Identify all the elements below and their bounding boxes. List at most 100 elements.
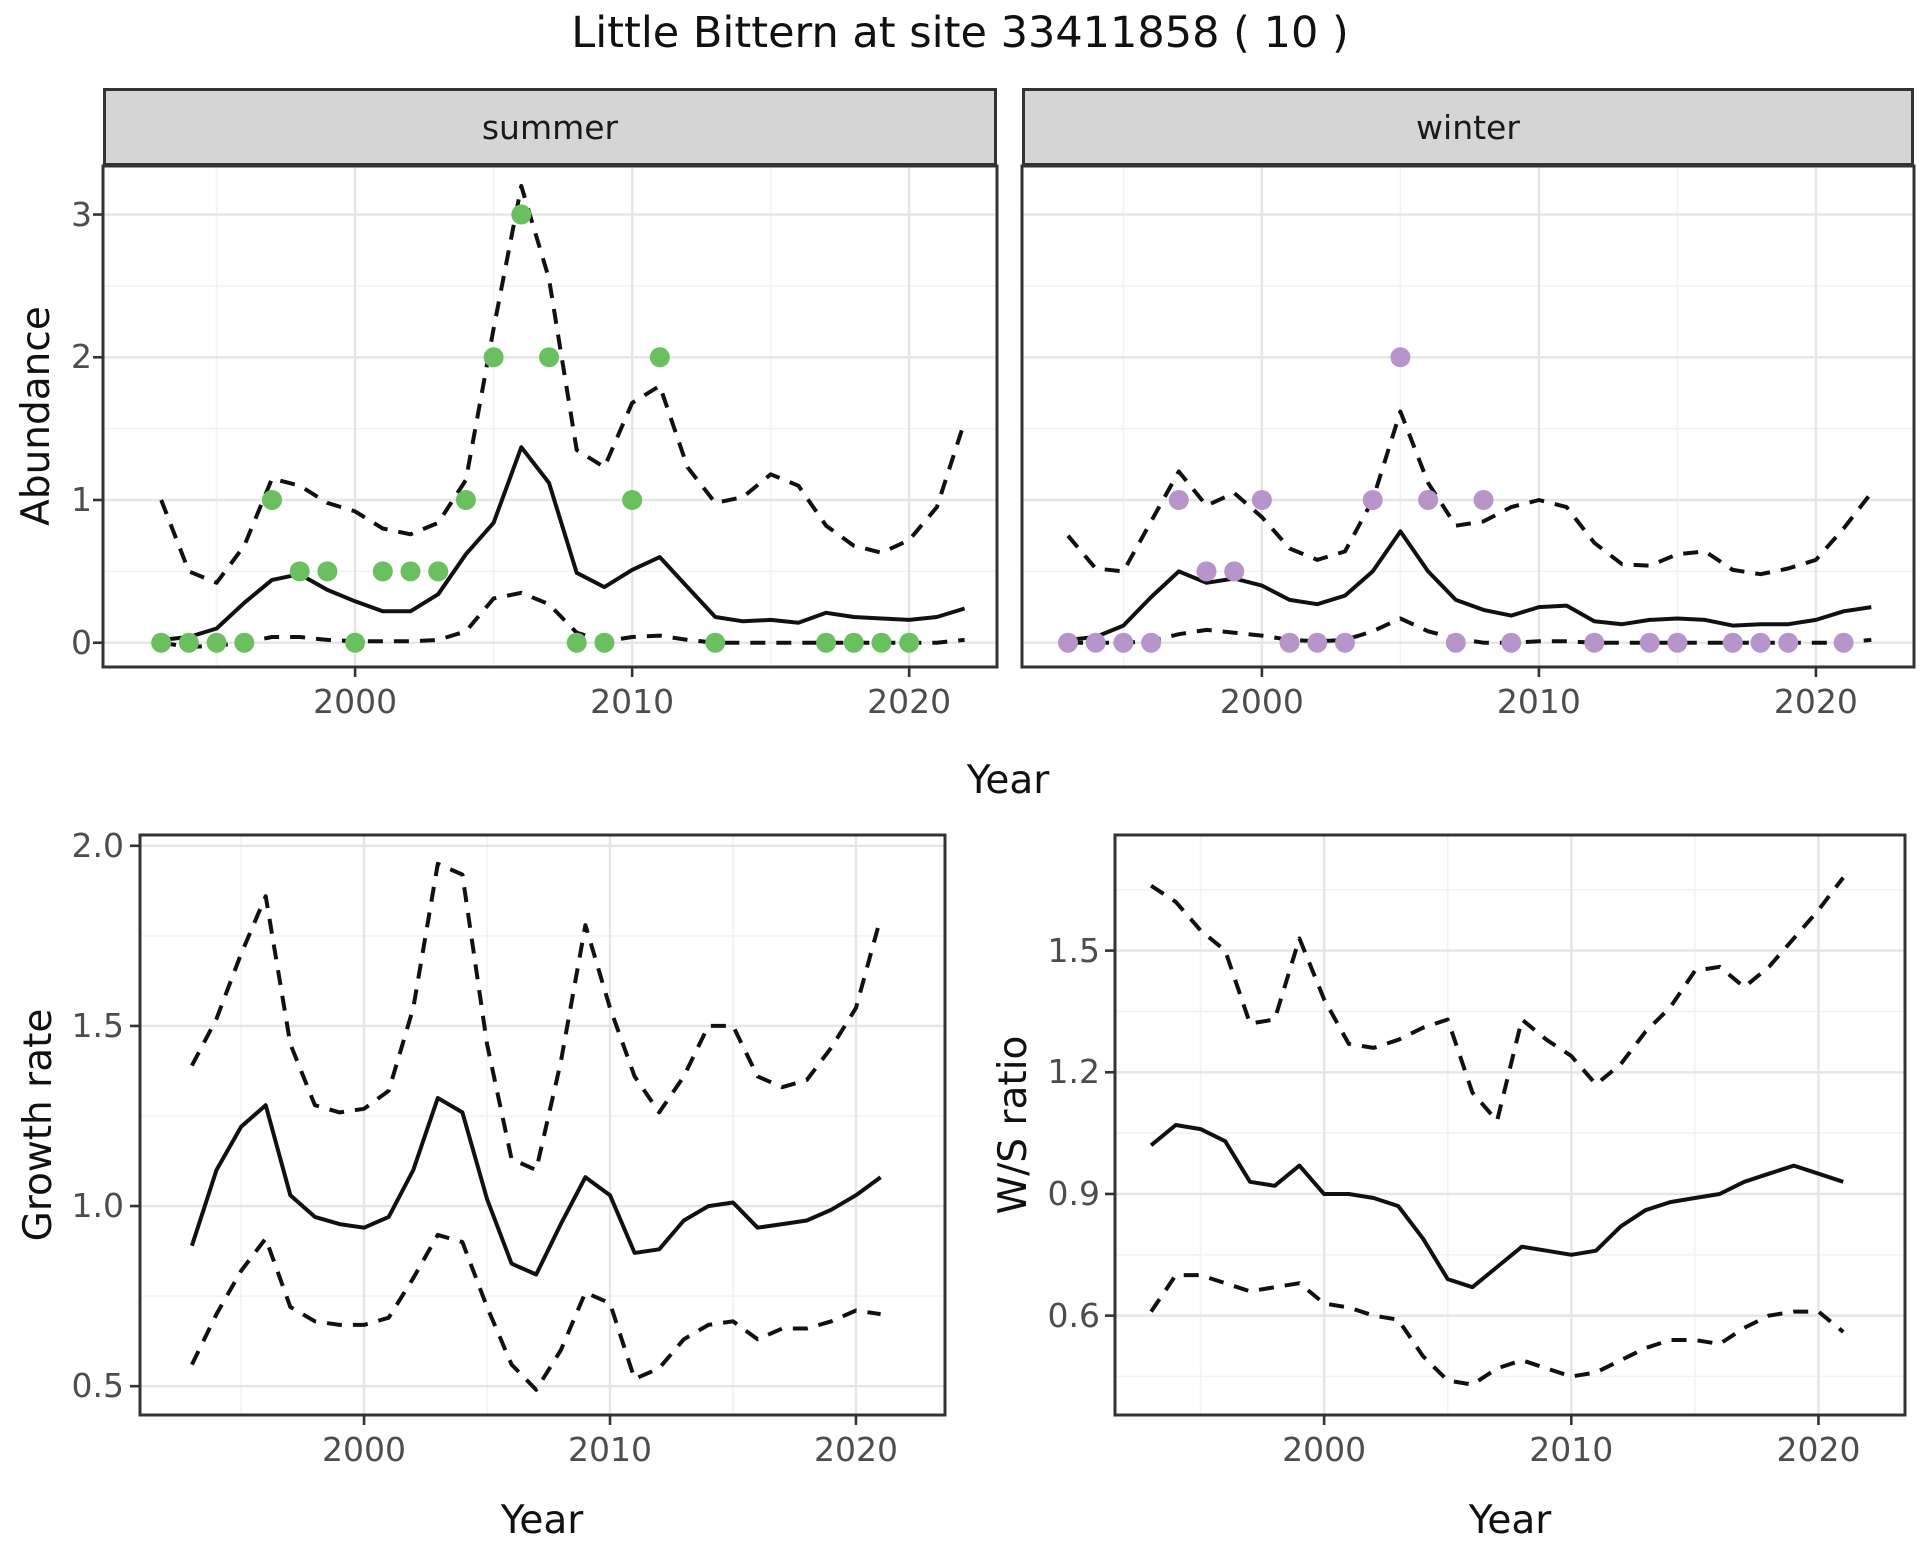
x-axis-tick-label: 2020 [867, 682, 952, 721]
observation-point [1473, 490, 1494, 510]
y-axis-tick-label: 0 [71, 622, 92, 662]
panel-border [101, 164, 999, 669]
observation-point [649, 347, 670, 368]
ws-ratio-axis-title: W/S ratio [990, 1035, 1036, 1215]
observation-point [1418, 490, 1439, 510]
x-axis-tick-label: 2010 [1529, 1430, 1614, 1469]
observation-point [483, 347, 504, 368]
observation-point [317, 561, 338, 582]
x-axis-tick-label: 2020 [1773, 682, 1858, 721]
lower-ci-line [190, 1232, 881, 1392]
observation-point [511, 204, 532, 225]
observation-point [1833, 632, 1854, 653]
observation-point [1390, 347, 1411, 368]
observation-point [1196, 561, 1217, 582]
mean-line [189, 1096, 882, 1277]
panel-border [1113, 833, 1907, 1417]
ws-year-axis-title: Year [1468, 1498, 1552, 1543]
observation-point [455, 490, 476, 510]
observation-point [289, 561, 310, 582]
observation-point [1279, 632, 1300, 653]
observation-point [1057, 632, 1078, 653]
chart-title: Little Bittern at site 33411858 ( 10 ) [571, 8, 1349, 58]
x-axis-tick-label: 2010 [590, 682, 675, 721]
observation-point [1168, 490, 1189, 510]
abundance-axis-title: Abundance [13, 306, 59, 526]
panel-background [1115, 835, 1905, 1415]
panel-background [1022, 166, 1914, 667]
observation-point [816, 632, 837, 653]
mean-line [1149, 1123, 1844, 1290]
observation-point [1722, 632, 1743, 653]
upper-ci-line [1150, 876, 1845, 1123]
observation-point [428, 561, 449, 582]
observation-point [1445, 632, 1466, 653]
observation-point [1307, 632, 1328, 653]
observation-point [1113, 632, 1134, 653]
observation-point [400, 561, 421, 582]
top-year-axis-title: Year [966, 758, 1050, 803]
panel-border [1020, 164, 1916, 669]
observation-point [1224, 561, 1245, 582]
observation-point [705, 632, 726, 653]
upper-ci-line [159, 184, 967, 585]
x-axis-tick-label: 2000 [322, 1430, 407, 1469]
observation-point [1501, 632, 1522, 653]
x-axis-tick-label: 2010 [568, 1430, 652, 1469]
observation-point [1667, 632, 1688, 653]
y-axis-tick-label: 1.0 [71, 1186, 124, 1226]
observation-point [151, 632, 172, 653]
panel-background [140, 835, 945, 1415]
observation-point [1085, 632, 1106, 653]
observation-point [1584, 632, 1605, 653]
mean-line [1067, 529, 1872, 642]
observation-point [1362, 490, 1383, 510]
y-axis-tick-label: 1 [71, 480, 92, 519]
observation-point [178, 632, 199, 653]
x-axis-tick-label: 2020 [1776, 1430, 1861, 1469]
y-axis-tick-label: 3 [71, 194, 92, 234]
facet-strip-winter-label: winter [1416, 107, 1520, 147]
observation-point [1251, 490, 1272, 510]
x-axis-tick-label: 2020 [813, 1430, 898, 1469]
observation-point [539, 347, 560, 368]
panel-background [103, 166, 997, 667]
observation-point [566, 632, 587, 653]
y-axis-tick-label: 1.5 [1047, 930, 1100, 970]
x-axis-tick-label: 2000 [1219, 682, 1304, 721]
x-axis-tick-label: 2000 [313, 682, 398, 721]
observation-point [843, 632, 864, 653]
observation-point [1639, 632, 1660, 653]
observation-point [594, 632, 615, 653]
x-axis-tick-label: 2010 [1496, 682, 1581, 721]
y-axis-tick-label: 2.0 [71, 825, 124, 865]
y-axis-tick-label: 2 [71, 337, 92, 377]
lower-ci-line [1149, 1273, 1845, 1387]
observation-point [261, 490, 282, 510]
observation-point [1778, 632, 1799, 653]
observation-point [871, 632, 892, 653]
x-axis-tick-label: 2000 [1282, 1430, 1367, 1469]
observation-point [1750, 632, 1771, 653]
upper-ci-line [1066, 409, 1873, 577]
facet-strip-summer-label: summer [481, 107, 619, 147]
observation-point [234, 632, 255, 653]
y-axis-tick-label: 1.2 [1047, 1052, 1100, 1092]
y-axis-tick-label: 0.5 [71, 1366, 124, 1406]
observation-point [1335, 632, 1356, 653]
observation-point [1141, 632, 1162, 653]
observation-point [345, 632, 366, 653]
observation-point [372, 561, 393, 582]
y-axis-tick-label: 0.9 [1047, 1173, 1100, 1213]
upper-ci-line [190, 861, 883, 1172]
y-axis-tick-label: 0.6 [1047, 1295, 1100, 1335]
observation-point [899, 632, 920, 653]
growth-year-axis-title: Year [500, 1498, 584, 1543]
y-axis-tick-label: 1.5 [71, 1005, 124, 1045]
observation-point [206, 632, 227, 653]
panel-border [138, 833, 947, 1417]
observation-point [622, 490, 643, 510]
facet-strip-summer: summer [103, 88, 997, 166]
